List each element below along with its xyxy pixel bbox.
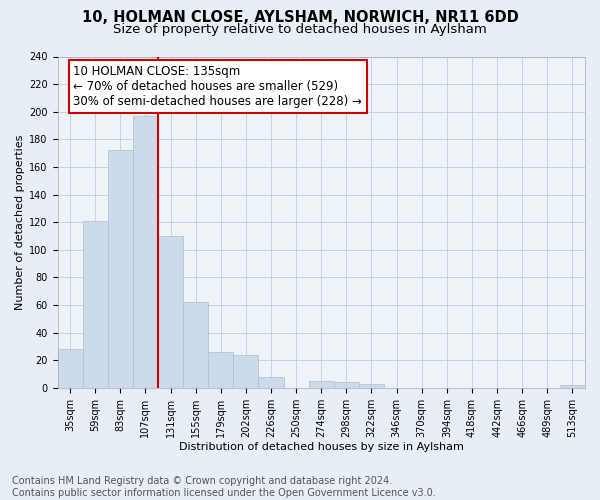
Bar	[83, 221, 108, 388]
Bar	[259, 377, 284, 388]
X-axis label: Distribution of detached houses by size in Aylsham: Distribution of detached houses by size …	[179, 442, 464, 452]
Bar	[334, 382, 359, 388]
Bar	[359, 384, 384, 388]
Bar	[133, 116, 158, 388]
Text: 10 HOLMAN CLOSE: 135sqm
← 70% of detached houses are smaller (529)
30% of semi-d: 10 HOLMAN CLOSE: 135sqm ← 70% of detache…	[73, 65, 362, 108]
Text: Contains HM Land Registry data © Crown copyright and database right 2024.
Contai: Contains HM Land Registry data © Crown c…	[12, 476, 436, 498]
Bar	[58, 349, 83, 388]
Bar	[233, 354, 259, 388]
Bar	[308, 381, 334, 388]
Bar	[560, 385, 585, 388]
Y-axis label: Number of detached properties: Number of detached properties	[15, 134, 25, 310]
Bar	[108, 150, 133, 388]
Bar	[208, 352, 233, 388]
Text: Size of property relative to detached houses in Aylsham: Size of property relative to detached ho…	[113, 22, 487, 36]
Bar	[183, 302, 208, 388]
Text: 10, HOLMAN CLOSE, AYLSHAM, NORWICH, NR11 6DD: 10, HOLMAN CLOSE, AYLSHAM, NORWICH, NR11…	[82, 10, 518, 25]
Bar	[158, 236, 183, 388]
